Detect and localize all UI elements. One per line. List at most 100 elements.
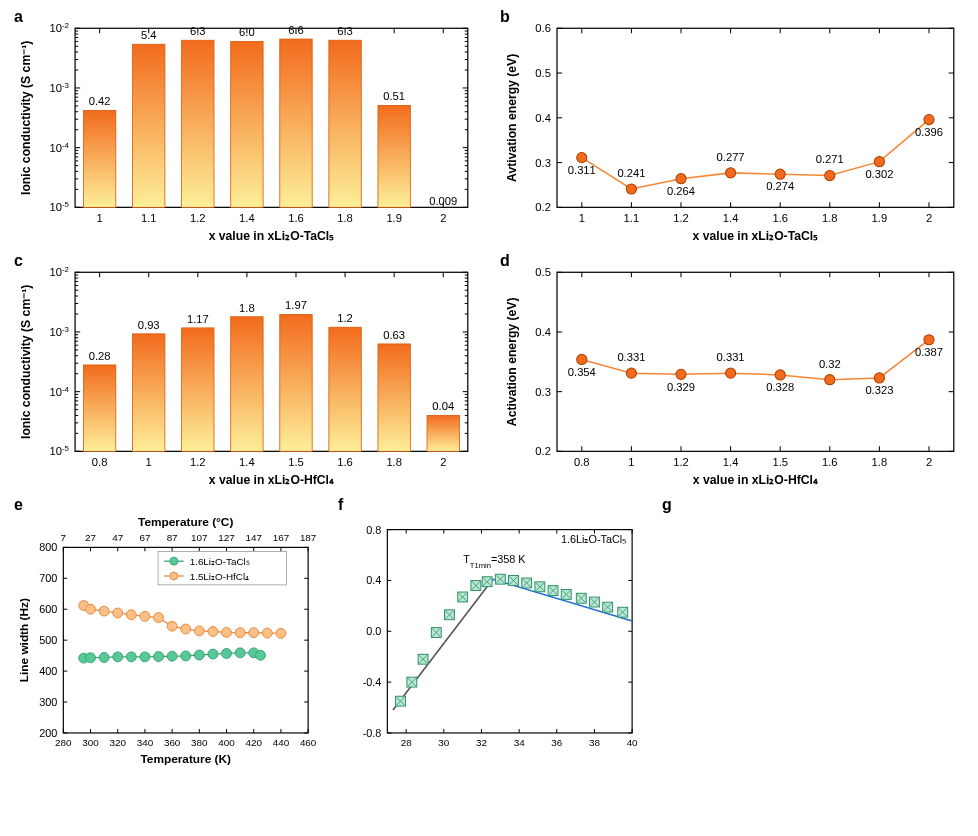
data-point	[726, 168, 736, 178]
svg-text:1.2: 1.2	[673, 212, 689, 224]
svg-text:0.323: 0.323	[865, 384, 893, 396]
svg-text:0.5: 0.5	[535, 266, 551, 278]
chart-c: 10-510-410-310-20.811.21.41.51.61.820.28…	[12, 256, 480, 490]
svg-text:0.3: 0.3	[535, 157, 551, 169]
svg-text:Activation energy (eV): Activation energy (eV)	[505, 297, 519, 426]
svg-point-351	[170, 557, 178, 565]
svg-text:0.51: 0.51	[383, 90, 405, 102]
panel-c: c 10-510-410-310-20.811.21.41.51.61.820.…	[12, 256, 480, 494]
svg-text:1.6Li₂O-TaCl₅: 1.6Li₂O-TaCl₅	[190, 556, 250, 567]
svg-line-396	[393, 579, 493, 710]
svg-text:TT1min=358 K: TT1min=358 K	[463, 553, 526, 570]
data-point	[276, 628, 286, 638]
svg-text:300: 300	[39, 696, 57, 708]
svg-text:Temperature (°C): Temperature (°C)	[138, 515, 233, 529]
data-point	[113, 608, 123, 618]
panel-c-label: c	[14, 252, 23, 270]
svg-text:x value in xLi₂O-HfCl₄: x value in xLi₂O-HfCl₄	[209, 473, 334, 487]
chart-b: 11.11.21.41.61.81.920.20.30.40.50.60.311…	[498, 12, 966, 246]
svg-text:1: 1	[579, 212, 585, 224]
svg-text:0.04: 0.04	[432, 400, 454, 412]
chart-g	[660, 500, 966, 776]
svg-text:0.63: 0.63	[383, 329, 405, 341]
svg-text:10-3: 10-3	[50, 325, 70, 339]
svg-text:147: 147	[245, 532, 261, 543]
svg-text:87: 87	[167, 532, 178, 543]
svg-text:187: 187	[300, 532, 316, 543]
chart-e: 2803003203403603804004204404607274767871…	[12, 500, 318, 776]
data-point	[222, 649, 232, 659]
data-point	[86, 604, 96, 614]
svg-text:0.93: 0.93	[138, 319, 160, 331]
bar	[280, 39, 312, 207]
data-point	[924, 335, 934, 345]
svg-text:40: 40	[627, 737, 638, 748]
svg-text:67: 67	[139, 532, 150, 543]
svg-text:0.4: 0.4	[366, 574, 381, 586]
svg-text:28: 28	[401, 737, 412, 748]
data-point	[99, 606, 109, 616]
panel-a: a 10-510-410-310-211.11.21.41.61.81.920.…	[12, 12, 480, 250]
svg-text:280: 280	[55, 737, 72, 748]
svg-text:0.271: 0.271	[816, 153, 844, 165]
data-point	[676, 174, 686, 184]
svg-text:1.8: 1.8	[872, 456, 888, 468]
svg-text:x value in xLi₂O-TaCl₅: x value in xLi₂O-TaCl₅	[693, 229, 819, 243]
data-point	[86, 653, 96, 663]
svg-text:320: 320	[110, 737, 127, 748]
svg-text:1.5: 1.5	[772, 456, 788, 468]
svg-text:200: 200	[39, 727, 57, 739]
data-point	[874, 373, 884, 383]
svg-text:Line width (Hz): Line width (Hz)	[17, 598, 31, 682]
data-point	[208, 649, 218, 659]
svg-text:0.277: 0.277	[717, 151, 745, 163]
svg-text:420: 420	[245, 737, 262, 748]
svg-point-354	[170, 572, 178, 580]
data-point	[924, 115, 934, 125]
bar	[83, 365, 115, 451]
panel-e-label: e	[14, 496, 23, 514]
svg-text:38: 38	[589, 737, 600, 748]
svg-text:10-3: 10-3	[50, 81, 70, 95]
svg-text:0.311: 0.311	[568, 164, 596, 176]
svg-text:1.8: 1.8	[822, 212, 838, 224]
data-point	[140, 611, 150, 621]
svg-text:1.97: 1.97	[285, 299, 307, 311]
svg-text:600: 600	[39, 603, 57, 615]
data-point	[126, 652, 136, 662]
data-point	[99, 653, 109, 663]
data-point	[222, 627, 232, 637]
svg-text:36: 36	[551, 737, 562, 748]
data-point	[249, 628, 259, 638]
svg-text:34: 34	[514, 737, 525, 748]
bar	[427, 415, 459, 451]
svg-text:Avtivation energy (eV): Avtivation energy (eV)	[505, 54, 519, 182]
svg-text:300: 300	[82, 737, 99, 748]
svg-text:1.2: 1.2	[190, 456, 206, 468]
bar	[231, 42, 263, 208]
svg-text:5.4: 5.4	[141, 29, 157, 41]
svg-text:0.28: 0.28	[89, 350, 111, 362]
svg-text:32: 32	[476, 737, 487, 748]
data-point	[825, 170, 835, 180]
svg-text:1.4: 1.4	[723, 212, 739, 224]
svg-text:1.1: 1.1	[141, 212, 157, 224]
bar	[182, 328, 214, 451]
svg-text:Ionic conductivity (S cm⁻¹): Ionic conductivity (S cm⁻¹)	[19, 41, 33, 195]
panel-a-label: a	[14, 8, 23, 26]
chart-a: 10-510-410-310-211.11.21.41.61.81.920.42…	[12, 12, 480, 246]
data-point	[235, 648, 245, 658]
data-point	[181, 624, 191, 634]
data-point	[208, 627, 218, 637]
svg-text:x value in xLi₂O-TaCl₅: x value in xLi₂O-TaCl₅	[209, 229, 335, 243]
data-point	[775, 169, 785, 179]
svg-text:47: 47	[112, 532, 123, 543]
data-point	[167, 621, 177, 631]
svg-text:0.8: 0.8	[92, 456, 108, 468]
svg-text:500: 500	[39, 634, 57, 646]
svg-text:1.6: 1.6	[337, 456, 353, 468]
svg-text:0.329: 0.329	[667, 381, 695, 393]
data-point	[181, 651, 191, 661]
svg-text:0.8: 0.8	[366, 524, 381, 536]
bar	[378, 344, 410, 451]
